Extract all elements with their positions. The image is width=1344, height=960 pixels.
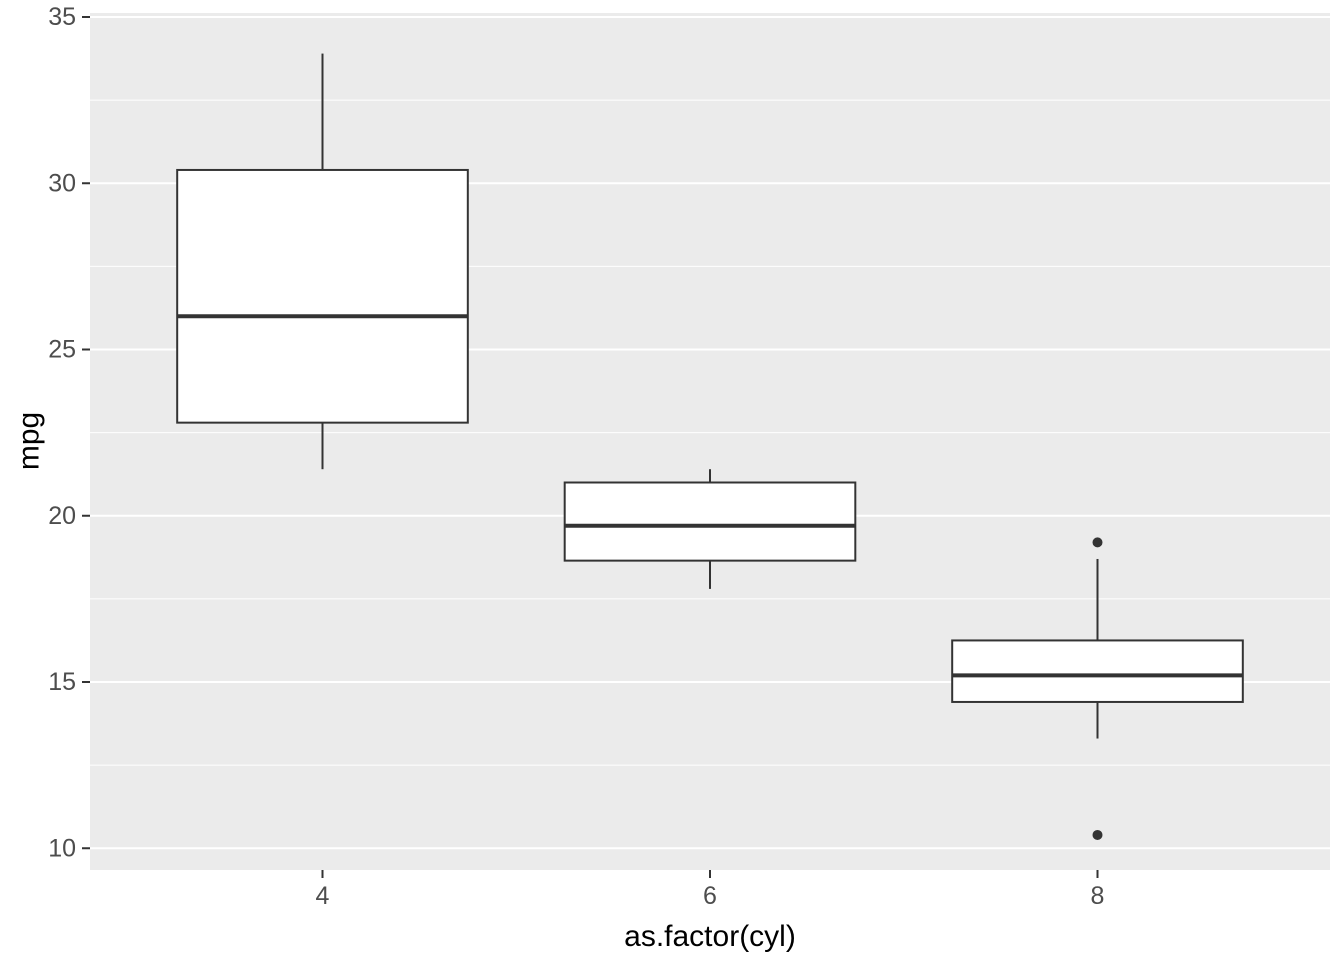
y-axis-title: mpg [13, 412, 46, 470]
marks-layer [176, 53, 1244, 840]
boxplot-box [563, 481, 857, 562]
boxplot-box [176, 168, 469, 424]
x-tick-label: 6 [703, 882, 717, 910]
x-axis-title: as.factor(cyl) [624, 920, 796, 953]
outlier-point [1092, 537, 1103, 548]
y-tick-label: 25 [48, 336, 76, 364]
y-tick-label: 10 [48, 834, 76, 862]
grid-layer [90, 16, 1330, 850]
x-tick-label: 8 [1091, 882, 1105, 910]
boxplot-box [951, 639, 1244, 703]
outlier-point [1092, 829, 1103, 840]
y-tick-label: 30 [48, 169, 76, 197]
y-tick-label: 15 [48, 668, 76, 696]
x-tick-label: 4 [316, 882, 330, 910]
y-tick-label: 35 [48, 3, 76, 31]
y-tick-label: 20 [48, 502, 76, 530]
axes-layer: 10 15 20 25 30 35 4 6 8 [48, 3, 1104, 910]
plot-panel [90, 13, 1330, 870]
panel-layer [90, 13, 1330, 870]
